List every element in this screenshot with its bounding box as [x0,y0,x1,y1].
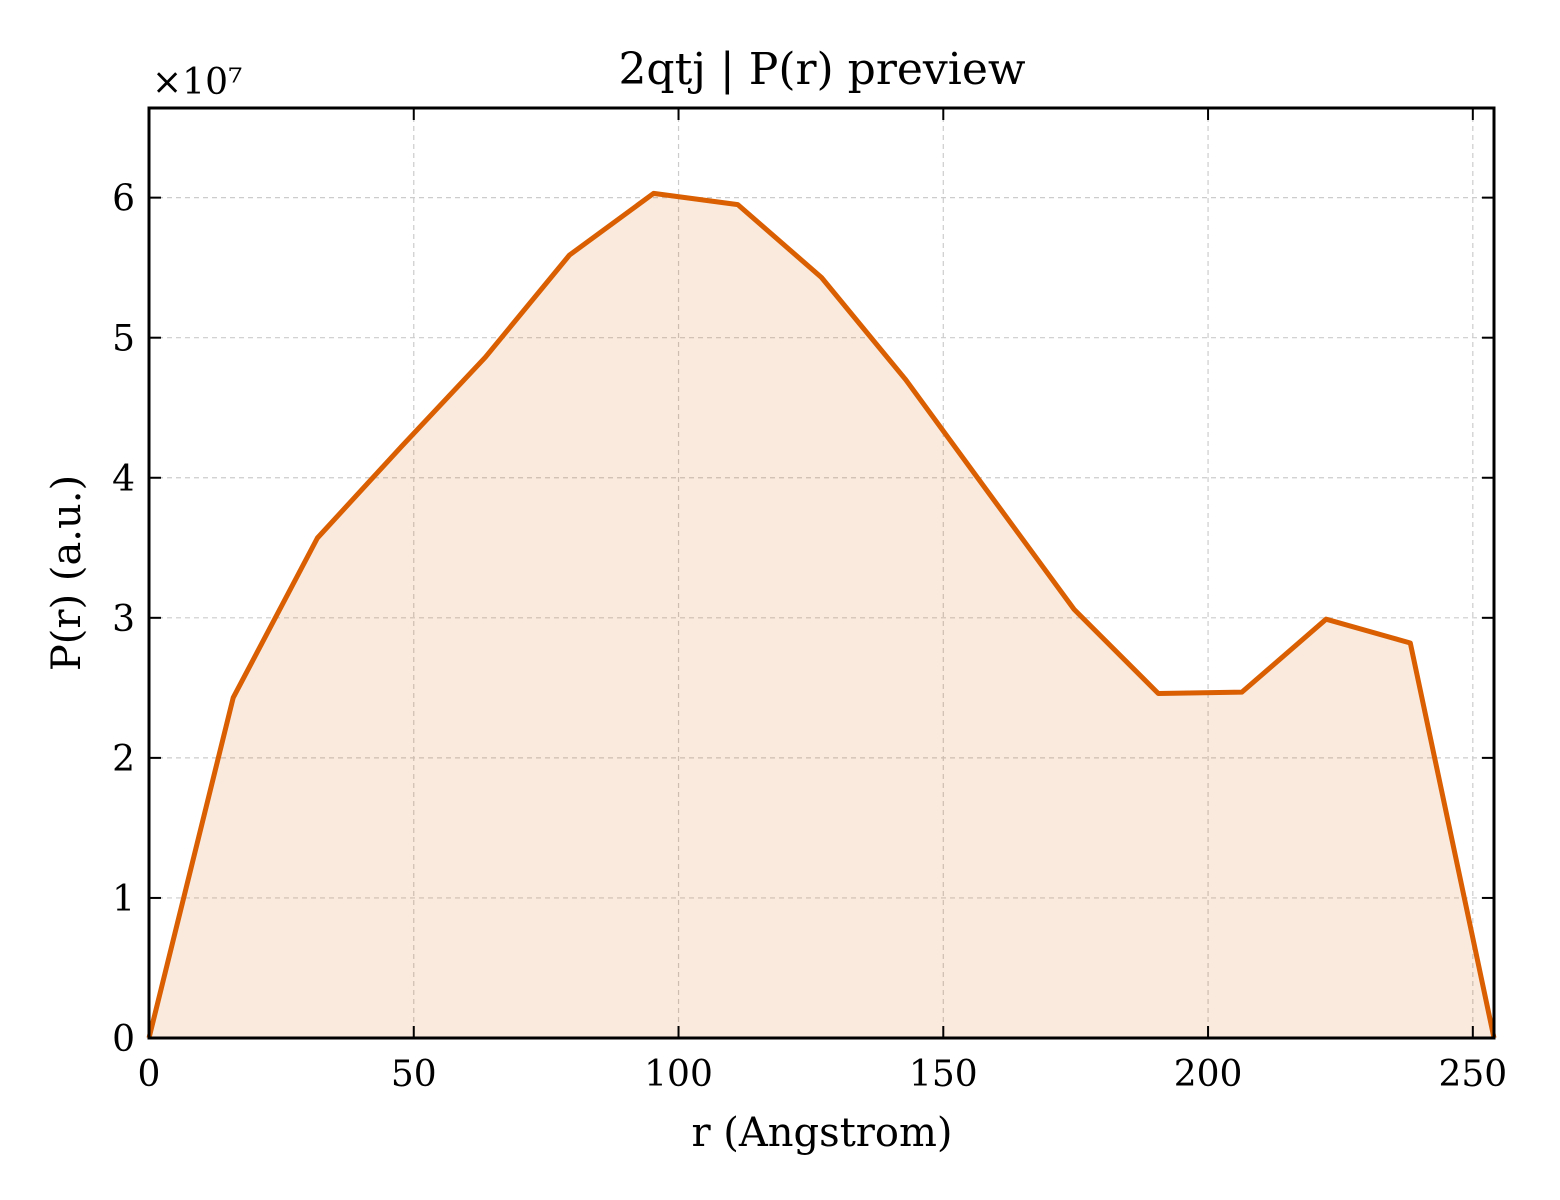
data-layer [146,190,1497,1039]
tick-layer: 0 50 100 150 200 250 0 1 2 3 4 5 6 [112,108,1507,1095]
series-line [146,190,1497,1039]
y-tick-label: 6 [112,179,135,220]
x-tick-label: 100 [644,1054,713,1095]
plot-frame [147,106,1496,1040]
x-tick-label: 150 [909,1054,978,1095]
y-tick-label: 5 [112,319,135,360]
x-tick-label: 0 [138,1054,161,1095]
x-axis-label: r (Angstrom) [691,1110,952,1156]
series-area-fill [149,193,1494,1038]
y-tick-label: 0 [112,1019,135,1060]
y-axis-label: P(r) (a.u.) [44,475,90,671]
chart-title: 2qtj | P(r) preview [618,44,1025,95]
y-axis-multiplier: ×10⁷ [152,62,242,103]
grid-layer [149,108,1494,1038]
y-tick-label: 1 [112,879,135,920]
y-tick-label: 2 [112,739,135,780]
x-tick-label: 250 [1438,1054,1507,1095]
x-tick-label: 50 [391,1054,437,1095]
y-tick-label: 3 [112,599,135,640]
x-tick-label: 200 [1174,1054,1243,1095]
y-tick-label: 4 [112,459,135,500]
